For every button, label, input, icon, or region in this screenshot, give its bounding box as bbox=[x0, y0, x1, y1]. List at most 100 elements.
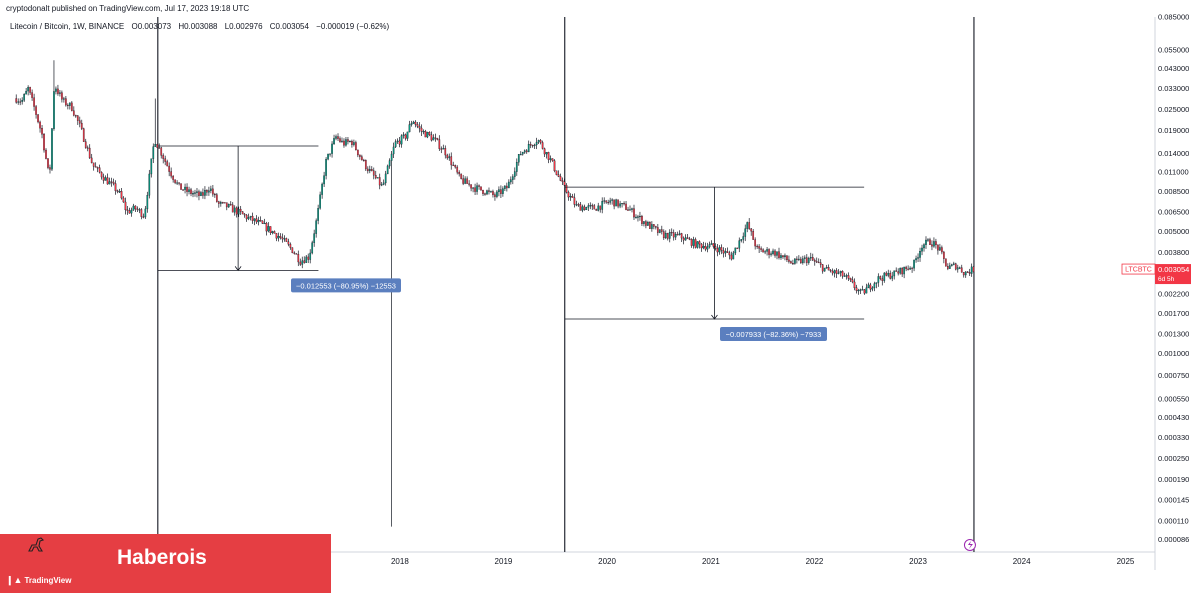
candle-body bbox=[370, 169, 373, 171]
candle-body bbox=[833, 270, 836, 274]
candle-body bbox=[575, 204, 578, 206]
candle-body bbox=[130, 209, 133, 214]
candle-body bbox=[374, 174, 377, 179]
candle-body bbox=[664, 233, 667, 239]
candle-body bbox=[770, 253, 772, 255]
candle-body bbox=[529, 144, 532, 146]
candle-body bbox=[297, 254, 300, 263]
candle-body bbox=[315, 220, 318, 234]
price-tick-label: 0.006500 bbox=[1158, 207, 1189, 216]
candle-body bbox=[609, 200, 611, 203]
candle-body bbox=[400, 135, 403, 145]
candle-body bbox=[815, 261, 818, 263]
candle-body bbox=[881, 278, 884, 281]
candle-body bbox=[706, 246, 709, 250]
candle-body bbox=[943, 251, 945, 259]
candle-body bbox=[303, 260, 306, 263]
candle-body bbox=[134, 205, 137, 210]
candle-body bbox=[35, 106, 37, 115]
ticker-badge-text: LTCBTC bbox=[1125, 267, 1152, 274]
candle-body bbox=[724, 251, 727, 254]
candle-body bbox=[182, 189, 184, 191]
candle-body bbox=[225, 202, 228, 208]
candle-body bbox=[925, 239, 927, 245]
candle-body bbox=[639, 215, 641, 218]
watermark-text: Haberois bbox=[117, 546, 207, 569]
candle-body bbox=[958, 267, 961, 269]
candle-body bbox=[168, 165, 171, 172]
candle-body bbox=[392, 146, 395, 155]
candle-body bbox=[905, 266, 907, 270]
candle-body bbox=[841, 270, 844, 277]
candle-body bbox=[277, 236, 280, 239]
candle-body bbox=[263, 222, 266, 225]
candle-body bbox=[615, 199, 617, 207]
candle-body bbox=[474, 187, 476, 192]
candle-body bbox=[621, 203, 623, 205]
candle-body bbox=[772, 250, 774, 254]
candle-body bbox=[204, 190, 206, 196]
tradingview-logo[interactable]: ❙▲ TradingView bbox=[6, 575, 71, 586]
price-badge-box bbox=[1155, 264, 1191, 285]
price-tick-label: 0.008500 bbox=[1158, 187, 1189, 196]
candle-body bbox=[380, 184, 383, 186]
candle-body bbox=[796, 258, 798, 260]
candle-body bbox=[629, 209, 631, 211]
candle-body bbox=[517, 154, 520, 163]
candle-body bbox=[901, 267, 904, 275]
candle-body bbox=[907, 268, 909, 270]
candle-body bbox=[49, 167, 51, 170]
candle-body bbox=[345, 139, 347, 146]
candle-body bbox=[543, 148, 546, 155]
candle-body bbox=[51, 128, 53, 170]
candle-body bbox=[668, 232, 671, 239]
candle-body bbox=[343, 140, 345, 146]
candle-body bbox=[875, 282, 878, 284]
candle-body bbox=[148, 173, 151, 196]
candle-body bbox=[353, 142, 355, 145]
candle-body bbox=[321, 183, 323, 195]
candle-body bbox=[162, 155, 165, 159]
candle-body bbox=[420, 127, 423, 132]
candle-body bbox=[557, 174, 560, 177]
candle-body bbox=[219, 202, 222, 204]
symbol-title[interactable]: Litecoin / Bitcoin, 1W, BINANCE bbox=[10, 22, 125, 31]
candle-body bbox=[847, 275, 850, 279]
candle-body bbox=[444, 148, 447, 156]
candle-body bbox=[738, 240, 741, 249]
candle-body bbox=[954, 263, 957, 270]
candle-body bbox=[394, 141, 397, 148]
candle-body bbox=[730, 254, 733, 260]
candle-body bbox=[128, 210, 131, 214]
candle-body bbox=[637, 216, 639, 218]
candle-body bbox=[587, 205, 590, 208]
candle-body bbox=[831, 270, 834, 274]
candle-body bbox=[76, 115, 79, 121]
candle-body bbox=[422, 131, 425, 133]
candle-body bbox=[722, 250, 725, 254]
candle-body bbox=[527, 144, 530, 153]
candle-body bbox=[690, 239, 693, 246]
price-tick-label: 0.033000 bbox=[1158, 84, 1189, 93]
candle-body bbox=[877, 276, 880, 283]
candle-body bbox=[502, 188, 504, 194]
candle-body bbox=[132, 205, 135, 211]
candle-body bbox=[436, 138, 439, 140]
candle-body bbox=[941, 247, 943, 253]
price-tick-label: 0.000250 bbox=[1158, 454, 1189, 463]
candle-body bbox=[581, 206, 584, 211]
time-tick-label: 2020 bbox=[598, 557, 616, 566]
candle-body bbox=[694, 239, 697, 248]
candle-body bbox=[758, 246, 760, 249]
candle-body bbox=[190, 189, 192, 194]
candle-body bbox=[605, 200, 608, 203]
candle-body bbox=[31, 92, 33, 98]
candle-body bbox=[29, 87, 31, 93]
measure-arrow-head bbox=[234, 266, 242, 272]
candle-body bbox=[295, 253, 298, 255]
candle-body bbox=[627, 209, 629, 211]
candle-body bbox=[53, 91, 55, 129]
candle-body bbox=[249, 215, 252, 218]
candle-body bbox=[672, 232, 675, 238]
